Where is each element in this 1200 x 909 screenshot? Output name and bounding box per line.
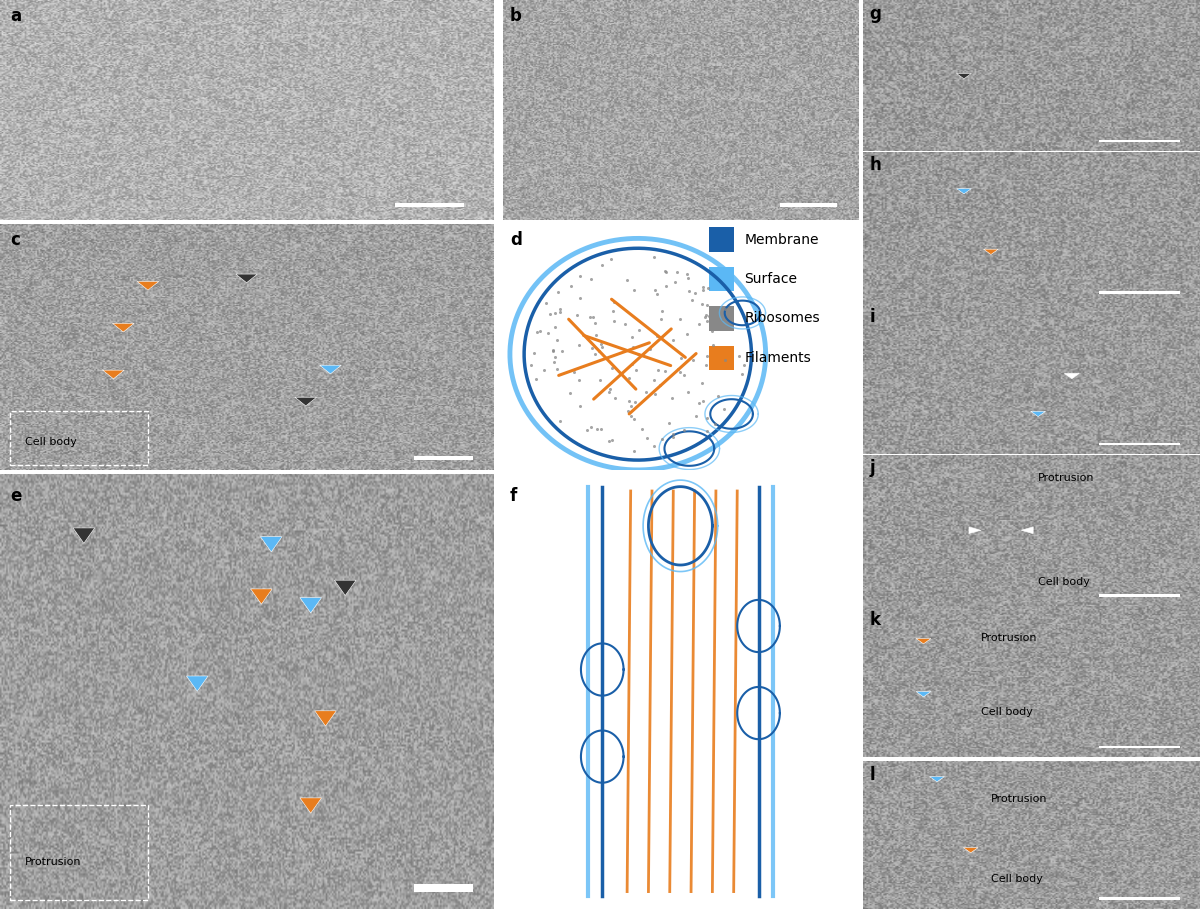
- Polygon shape: [251, 589, 272, 604]
- Text: Protrusion: Protrusion: [1038, 473, 1094, 483]
- Text: a: a: [10, 6, 20, 25]
- Text: b: b: [510, 6, 522, 25]
- Bar: [1099, 745, 1180, 748]
- Bar: [1099, 291, 1180, 294]
- Polygon shape: [300, 597, 322, 613]
- Polygon shape: [968, 527, 980, 534]
- Polygon shape: [1064, 374, 1079, 379]
- Bar: [709, 266, 733, 292]
- Polygon shape: [964, 847, 978, 853]
- Text: j: j: [870, 459, 875, 477]
- Polygon shape: [984, 249, 998, 255]
- Bar: [395, 203, 463, 206]
- Bar: [414, 884, 474, 892]
- Bar: [780, 203, 836, 206]
- Text: d: d: [510, 231, 522, 249]
- Bar: [1099, 140, 1180, 143]
- Bar: [1099, 443, 1180, 445]
- Bar: [10, 411, 148, 465]
- Polygon shape: [335, 580, 356, 595]
- Text: Cell body: Cell body: [991, 874, 1043, 884]
- Bar: [1099, 594, 1180, 597]
- Text: Surface: Surface: [744, 272, 797, 286]
- Polygon shape: [137, 282, 158, 290]
- Bar: [709, 345, 733, 370]
- Polygon shape: [916, 692, 931, 697]
- Text: k: k: [870, 611, 881, 628]
- Text: e: e: [10, 486, 22, 504]
- Bar: [1099, 897, 1180, 900]
- Text: Protrusion: Protrusion: [991, 794, 1048, 804]
- Text: Membrane: Membrane: [744, 233, 818, 246]
- Polygon shape: [295, 397, 317, 406]
- Text: i: i: [870, 307, 875, 325]
- Bar: [414, 455, 474, 460]
- Polygon shape: [73, 528, 95, 544]
- Text: Ribosomes: Ribosomes: [744, 312, 820, 325]
- Polygon shape: [235, 275, 258, 283]
- Bar: [709, 306, 733, 331]
- Polygon shape: [102, 370, 125, 379]
- Polygon shape: [1031, 411, 1045, 416]
- Polygon shape: [300, 798, 322, 814]
- Polygon shape: [113, 324, 134, 332]
- Polygon shape: [314, 711, 336, 726]
- Text: Filaments: Filaments: [744, 351, 811, 365]
- Polygon shape: [1021, 527, 1033, 534]
- Bar: [709, 227, 733, 252]
- Polygon shape: [956, 74, 971, 79]
- Text: c: c: [10, 231, 19, 249]
- Bar: [10, 804, 148, 900]
- Polygon shape: [916, 638, 931, 644]
- Text: Protrusion: Protrusion: [25, 857, 82, 867]
- Polygon shape: [956, 188, 971, 194]
- Text: Cell body: Cell body: [25, 437, 77, 447]
- Text: Protrusion: Protrusion: [980, 634, 1037, 644]
- Polygon shape: [319, 365, 341, 374]
- Polygon shape: [186, 676, 208, 691]
- Polygon shape: [930, 776, 944, 782]
- Polygon shape: [260, 536, 282, 552]
- Text: Cell body: Cell body: [980, 707, 1033, 717]
- Text: h: h: [870, 156, 881, 174]
- Text: l: l: [870, 765, 875, 784]
- Text: g: g: [870, 5, 882, 23]
- Text: Cell body: Cell body: [1038, 577, 1090, 587]
- Text: f: f: [510, 486, 517, 504]
